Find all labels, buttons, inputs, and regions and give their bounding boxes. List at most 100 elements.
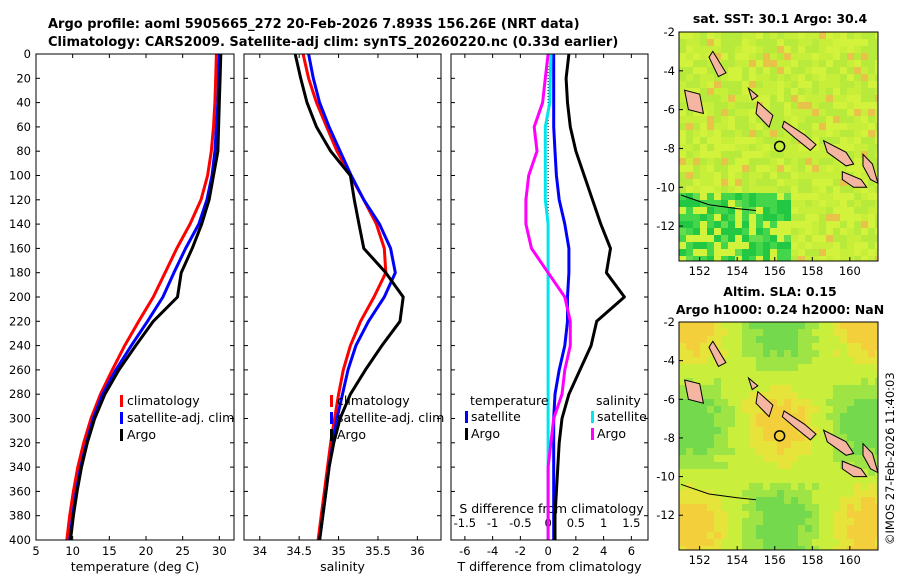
map-cell [686,256,693,261]
map-cell [714,427,721,434]
map-cell [805,441,812,448]
map-cell [854,378,861,385]
map-cell [777,392,784,399]
map-cell [770,123,777,130]
map-cell [686,476,693,483]
map-cell [854,420,861,427]
map-cell [693,343,700,350]
map-cell [735,483,742,490]
map-cell [847,109,854,116]
map-cell [700,532,707,539]
map-cell [826,392,833,399]
map-cell [770,378,777,385]
map-cell [721,532,728,539]
map-cell [868,200,875,207]
map-cell [777,483,784,490]
plot-frame [450,53,649,541]
argo-position-marker [773,140,786,153]
map-cell [854,532,861,539]
map-cell [784,476,791,483]
map-cell [875,53,878,60]
map-cell [861,46,868,53]
map-cell [861,144,868,151]
map-cell [840,476,847,483]
map-cell [819,165,826,172]
map-cell [763,546,770,550]
map-cell [875,256,878,261]
map-cell [679,214,686,221]
map-cell [742,46,749,53]
map-cell [861,483,868,490]
map-cell [679,364,686,371]
map-cell [777,329,784,336]
map-cell [686,532,693,539]
map-cell [749,504,756,511]
map-cell [707,483,714,490]
land-polygon [683,89,705,115]
map-cell [784,322,791,329]
s-tick-label: 1.5 [622,516,640,530]
map-cell [819,200,826,207]
map-cell [735,462,742,469]
map-cell [854,242,861,249]
map-cell [707,420,714,427]
map-cell [728,116,735,123]
map-cell [728,123,735,130]
map-cell [861,378,868,385]
map-cell [777,151,784,158]
map-cell [840,39,847,46]
map-cell [735,221,742,228]
map-cell [735,420,742,427]
map-cell [749,490,756,497]
legend-argo: Argo [337,427,366,442]
map-cell [728,336,735,343]
map-cell [679,88,686,95]
map-cell [847,32,854,39]
map-cell [728,67,735,74]
map-cell [791,371,798,378]
map-cell [756,165,763,172]
map-cell [840,532,847,539]
map-cell [777,490,784,497]
map-cell [742,130,749,137]
map-cell [756,207,763,214]
map-cell [861,67,868,74]
map-cell [700,88,707,95]
map-cell [854,434,861,441]
map-cell [679,483,686,490]
y-tick-label: 240 [9,339,31,353]
map-cell [693,179,700,186]
map-frame [678,321,879,551]
map-cell [763,350,770,357]
map-cell [840,123,847,130]
map-cell [840,95,847,102]
map-cell [728,179,735,186]
map-cell [833,385,840,392]
map-cell [693,483,700,490]
map-cell [693,137,700,144]
map-cell [875,434,878,441]
map-cell [833,67,840,74]
map-cell [735,343,742,350]
map-cell [840,364,847,371]
map-cell [784,46,791,53]
map-cell [679,249,686,256]
map-cell [805,357,812,364]
map-cell [805,228,812,235]
map-cell [735,399,742,406]
map-cell [763,504,770,511]
map-cell [679,322,686,329]
map-cell [721,102,728,109]
map-cell [721,413,728,420]
map-cell [819,158,826,165]
map-cell [721,249,728,256]
map-cell [721,378,728,385]
map-cell [812,497,819,504]
map-cell [826,462,833,469]
legend-salinity-title: salinity [596,393,641,408]
map-cell [812,151,819,158]
sst-map-title: sat. SST: 30.1 Argo: 30.4 [693,11,868,26]
map-cell [875,130,878,137]
map-cell [742,172,749,179]
map-cell [770,525,777,532]
